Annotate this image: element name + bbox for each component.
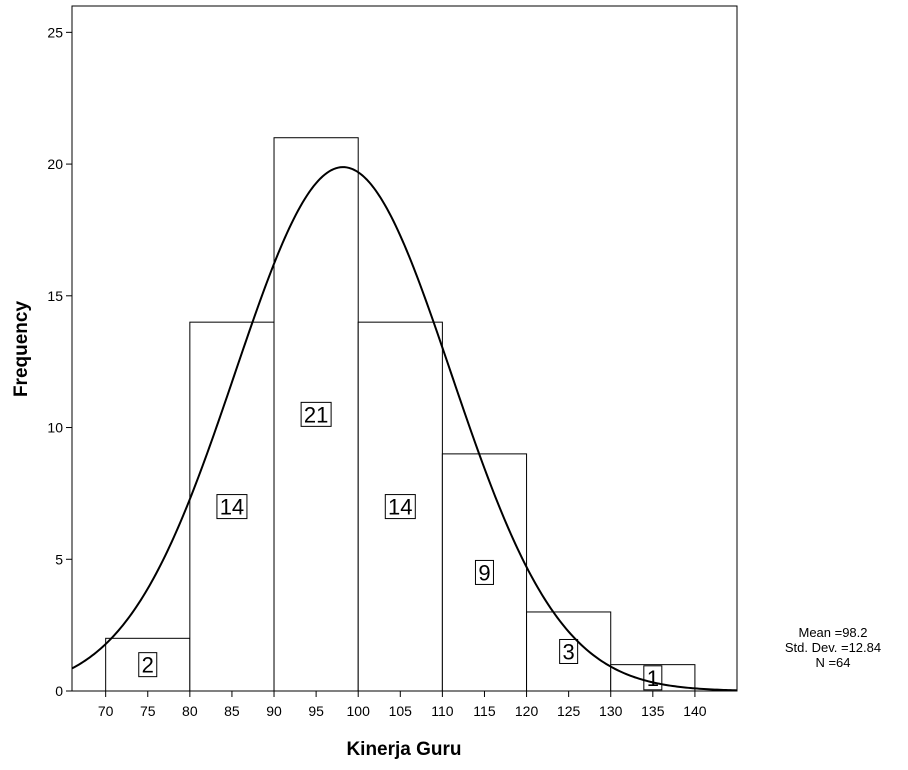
y-tick-label: 10 (47, 420, 63, 436)
x-tick-label: 85 (224, 703, 240, 719)
bar-value-label: 14 (388, 495, 412, 520)
bar-value-label: 1 (647, 666, 659, 691)
bar-label-box (384, 494, 416, 520)
bar-label-box (300, 401, 332, 427)
stats-n: N =64 (815, 655, 850, 670)
bar-value-label: 3 (563, 639, 575, 664)
y-tick-label: 20 (47, 156, 63, 172)
x-tick-label: 115 (473, 703, 496, 719)
x-tick-label: 100 (347, 703, 371, 719)
x-tick-label: 105 (389, 703, 413, 719)
bar-value-label: 9 (478, 560, 490, 585)
stats-mean: Mean =98.2 (798, 625, 867, 640)
x-tick-label: 125 (557, 703, 581, 719)
stats-box: Mean =98.2 Std. Dev. =12.84 N =64 (785, 625, 881, 670)
bar-value-label: 2 (142, 653, 154, 678)
x-tick-label: 140 (683, 703, 707, 719)
bar-value-label: 14 (220, 495, 244, 520)
x-axis: 70 75 80 85 90 95 100 105 110 115 120 125 130 135 140 (98, 691, 707, 719)
x-tick-label: 80 (182, 703, 198, 719)
bar-label-box (138, 652, 158, 678)
stats-std-dev: Std. Dev. =12.84 (785, 640, 881, 655)
bar-label-box (474, 559, 494, 585)
y-axis-title: Frequency (11, 301, 32, 398)
x-axis-title: Kinerja Guru (346, 739, 461, 760)
y-tick-label: 0 (55, 683, 63, 699)
x-tick-label: 90 (266, 703, 282, 719)
normal-curve-layer (71, 166, 738, 692)
x-tick-label: 95 (308, 703, 324, 719)
y-tick-label: 5 (55, 551, 63, 567)
bar-label-box (216, 494, 248, 520)
x-tick-label: 135 (641, 703, 665, 719)
y-axis: 0 5 10 15 20 25 (47, 24, 72, 699)
bar-value-label: 21 (304, 402, 328, 427)
bars: 2 14 21 14 9 3 1 (105, 137, 696, 692)
normal-curve (71, 166, 738, 692)
y-tick-label: 15 (47, 288, 63, 304)
y-tick-label: 25 (47, 24, 63, 40)
x-tick-label: 70 (98, 703, 114, 719)
x-tick-label: 120 (515, 703, 539, 719)
x-tick-label: 75 (140, 703, 156, 719)
x-tick-label: 130 (599, 703, 623, 719)
bar-label-box (559, 638, 579, 664)
x-tick-label: 110 (431, 703, 454, 719)
